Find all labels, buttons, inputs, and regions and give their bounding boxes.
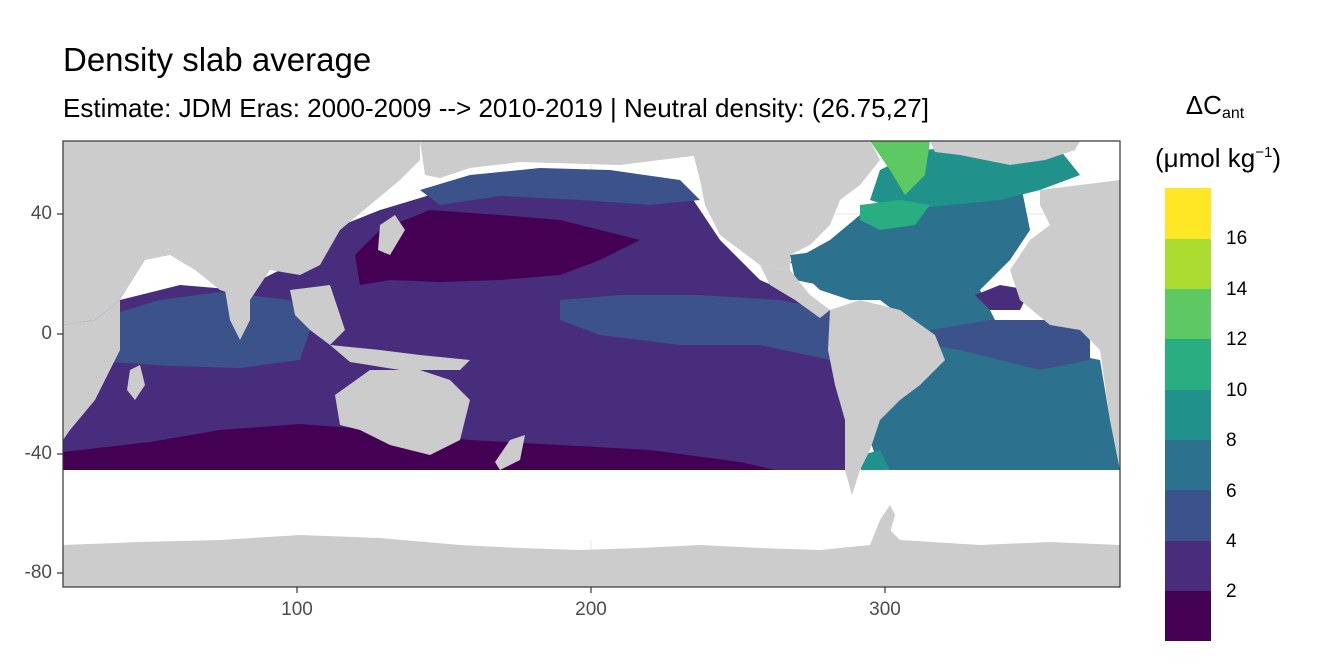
equatorial-atlantic — [930, 320, 1090, 370]
y-tick-label: -40 — [24, 443, 52, 464]
land-south-america — [828, 300, 945, 495]
land-ne-asia — [420, 141, 700, 178]
legend-label: 14 — [1226, 279, 1248, 300]
x-tick-label: 100 — [281, 599, 313, 620]
legend-bin — [1165, 288, 1211, 340]
legend-label: 16 — [1226, 228, 1248, 249]
labrador-sea-high — [870, 141, 930, 195]
y-tick-label: 40 — [30, 203, 52, 224]
land-japan — [378, 215, 405, 255]
legend-label: 2 — [1226, 581, 1237, 602]
legend-unit: (μmol kg−1) — [1155, 143, 1281, 173]
gulf-mexico — [790, 250, 845, 285]
southern-no-data — [63, 470, 1120, 540]
equatorial-pacific — [560, 295, 850, 360]
north-pacific-subpolar — [420, 168, 700, 205]
land-eurasia-west — [63, 141, 420, 325]
legend-label: 8 — [1226, 430, 1237, 451]
land-europe-africa-east — [1010, 180, 1120, 470]
x-tick-label: 300 — [869, 599, 901, 620]
legend-bin — [1165, 540, 1211, 592]
land-africa — [63, 300, 120, 440]
legend-bin — [1165, 339, 1211, 390]
legend-bin — [1165, 188, 1211, 239]
land-antarctica — [63, 530, 1120, 587]
chart-subtitle: Estimate: JDM Eras: 2000-2009 --> 2010-2… — [63, 93, 929, 123]
legend-title: ΔCant — [1185, 90, 1245, 122]
legend-bin — [1165, 439, 1211, 491]
chart-title: Density slab average — [63, 41, 372, 78]
legend-label: 4 — [1226, 531, 1237, 552]
y-tick-label: 0 — [41, 323, 52, 344]
x-tick-label: 200 — [575, 599, 607, 620]
legend-label: 6 — [1226, 481, 1237, 502]
land — [63, 141, 1120, 587]
y-tick-label: -80 — [24, 562, 52, 583]
land-new-zealand — [495, 435, 525, 470]
land-indonesia — [330, 345, 470, 370]
legend-label: 12 — [1226, 329, 1248, 350]
north-pacific-low — [355, 210, 640, 285]
land-australia — [335, 370, 470, 455]
southern-ocean-low — [63, 424, 860, 492]
land-antarctic-peninsula — [870, 505, 895, 545]
west-atlantic-mid — [860, 200, 930, 230]
tropical-atlantic-low — [975, 285, 1030, 310]
axis-ticks — [57, 213, 886, 593]
legend-label: 10 — [1226, 380, 1248, 401]
land-greenland — [930, 141, 1080, 165]
legend-bin — [1165, 389, 1211, 441]
land-se-asia — [290, 285, 345, 345]
legend-bin — [1165, 238, 1211, 290]
legend-bin — [1165, 590, 1211, 642]
pacific-indian-base — [63, 180, 850, 470]
land-madagascar — [127, 365, 145, 400]
ocean-field — [63, 141, 1120, 492]
land-north-america — [690, 141, 880, 270]
land-india — [225, 285, 250, 340]
land-central-america — [760, 265, 830, 318]
legend-bin — [1165, 490, 1211, 541]
